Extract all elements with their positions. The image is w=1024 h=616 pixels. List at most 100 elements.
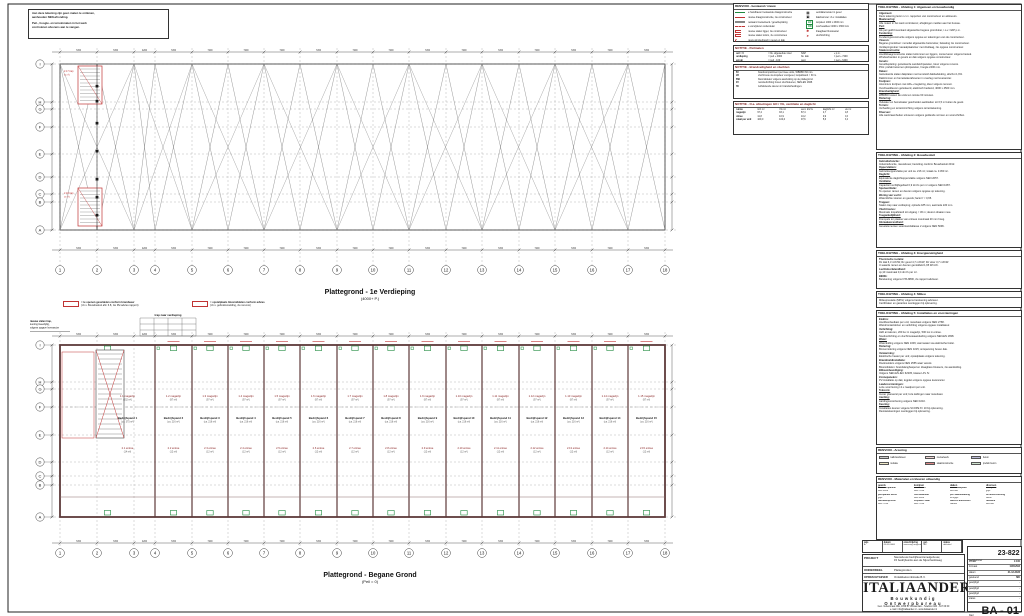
- spec-section: TOELICHTING - Afdeling 1: Algemeen en bo…: [876, 4, 1022, 150]
- door-symbol: [593, 346, 597, 350]
- unit-area-label: (97 m²): [643, 399, 651, 402]
- spec-line: Oppervlakten:: [879, 166, 897, 170]
- grid-bubble: [259, 265, 269, 275]
- dimension-value: 7200: [644, 50, 650, 52]
- line-gray-swatch: [735, 20, 746, 24]
- unit-name-label: Bedrijfspand 8: [381, 416, 401, 420]
- grid-bubble: [35, 149, 45, 159]
- hatch-label: beton: [982, 456, 989, 460]
- swatch-shape: [735, 38, 744, 42]
- note-cell: totaal per unit: [735, 118, 752, 122]
- drawing-line: [50, 100, 54, 104]
- grid-bubble: [623, 265, 633, 275]
- unit-size-label: (ca. 216 m²): [312, 421, 325, 424]
- door-symbol: [193, 346, 197, 350]
- materials-column: daken stalen dakplaat verzinkt pvc dakbedek…: [949, 484, 985, 506]
- grid-bubble: [150, 265, 160, 275]
- grid-letter: D: [39, 459, 42, 464]
- note-title: NOTITIE - Peilmaten: [734, 46, 868, 52]
- spec-line: Verdiepingsvloer: kanaalplaatvloer met d…: [879, 45, 964, 49]
- unit-name-label: Bedrijfspand 14: [600, 416, 621, 420]
- overhead-door: [242, 510, 250, 516]
- overhead-door: [351, 510, 359, 516]
- grid-bubble: [623, 548, 633, 558]
- spec-line: Aardingsvoorziening volgens NEN 1010.: [879, 399, 926, 403]
- stair-label: 2.17 trap: [64, 70, 74, 73]
- legend-box: RENVOOI - bestaand / nieuw te handhaven …: [733, 3, 869, 42]
- unit-entree-label: 2.4 entree: [240, 446, 252, 450]
- company-address-2: e-mail: info@italiaander.nl - www.italia…: [890, 609, 937, 612]
- note-row: ZD zelfsluitende deuren in brandscheiding…: [734, 85, 868, 89]
- spec-line: Trappen:: [879, 200, 890, 204]
- unit-area-label: (97 m²): [170, 399, 178, 402]
- note-row: totaal per unit 109,0 104,0 97,6 5,6 3,4: [734, 118, 868, 122]
- dimension-value: 7200: [352, 248, 358, 250]
- unit-area-label: (97 m²): [533, 399, 541, 402]
- grid-bubble: [35, 457, 45, 467]
- note-line: aanhouden NEN-afronding.: [32, 15, 69, 19]
- materials-item: verzinkt: [986, 502, 994, 505]
- grid-number: 7: [263, 268, 266, 273]
- dimension-value: 7200: [171, 334, 177, 336]
- note-cell: ruimte: [735, 107, 743, 111]
- dimension-value: 7200: [207, 248, 213, 250]
- title-block-right: werknummer 23-822 schaal 1:100 formaat 1100…: [967, 546, 1022, 616]
- field-value: -: [1019, 581, 1020, 585]
- materials-item: pvc dakbedekking: [950, 493, 970, 496]
- sheet-number: BA - 01: [981, 605, 1020, 616]
- drawing-line: [50, 343, 54, 347]
- drawing-line: [670, 483, 674, 487]
- unit-magazijn-label: 1.4 magazijn: [238, 394, 254, 398]
- field-label: gewijzigd: [969, 586, 979, 590]
- dimension-value: 4200: [142, 334, 148, 336]
- dimension-value: 7200: [388, 334, 394, 336]
- grid-letter: D: [39, 174, 42, 179]
- grid-letter: H: [39, 379, 42, 384]
- materials-columns: gevels sandwichpaneel RAL 9002 plintpaneel …: [877, 483, 1021, 507]
- spec-line: Keuring:: [879, 403, 890, 407]
- spec-line: Hoofddraagconstructie stalen kolommen en…: [879, 52, 972, 56]
- note-cell: eis m²: [844, 107, 852, 111]
- door-symbol: [338, 346, 342, 350]
- unit-name-label: Bedrijfspand 12: [527, 416, 548, 420]
- overhead-door: [642, 510, 650, 516]
- company-logo: ITALIAANDER: [863, 580, 971, 596]
- stair-note-line: nieuwe stalen trap,: [30, 320, 52, 323]
- materials-table: RENVOOI - Materialen en kleuren uitwendi…: [876, 476, 1022, 540]
- dimension-value: 7200: [113, 541, 119, 543]
- door-code-swatch: LD: [806, 19, 814, 25]
- field-label: getekend: [969, 575, 979, 579]
- hatch-item: isolatie: [879, 461, 925, 467]
- grid-bubble: [129, 265, 139, 275]
- note-cell: GO m²: [757, 107, 765, 111]
- grid-number: 8: [299, 551, 302, 556]
- overhead-door: [206, 345, 214, 351]
- spec-line: Aluminium kozijnen met HR++ beglazing, k…: [879, 83, 953, 87]
- lower-plan-title: Plattegrond - Begane Grond: [323, 572, 417, 579]
- legend-glyph: ▦: [806, 10, 810, 15]
- grid-bubble: [368, 548, 378, 558]
- stair-table-title: trap naar verdieping: [155, 313, 182, 317]
- grid-bubble: [477, 265, 487, 275]
- unit-entree-label: 2.7 entree: [349, 446, 361, 450]
- materials-column: kozijnen aluminium RAL 7016 overheaddeur RAL…: [913, 484, 949, 506]
- spec-line: Gebruiksfunctie:: [879, 159, 900, 163]
- grid-letter: E: [39, 151, 42, 156]
- project-label: PROJECT: [864, 555, 879, 560]
- materials-item: RAL 7016: [914, 502, 925, 505]
- opdrachtgever-row: OPDRACHTGEVER Ontwikkelcombinatie B.V.: [863, 574, 964, 581]
- grid-bubble: [441, 548, 451, 558]
- field-value: -: [1019, 586, 1020, 590]
- grid-letter: I: [39, 61, 40, 66]
- spec-line: Riolering:: [879, 344, 892, 348]
- grid-number: 1: [59, 551, 62, 556]
- brace: [627, 63, 666, 231]
- spec-line: Rookmelders volgens NEN 2555 waar vereis…: [879, 362, 933, 366]
- brace: [227, 63, 265, 231]
- legend-item: nieuwe stalen kolom, zie constructeur: [735, 34, 806, 39]
- dimension-value: 7200: [279, 334, 285, 336]
- note-cell: peil = 0: [735, 51, 744, 55]
- grid-bubble: [35, 430, 45, 440]
- note-row: NV noodverlichting boven vluchtdeuren, NE…: [734, 81, 868, 85]
